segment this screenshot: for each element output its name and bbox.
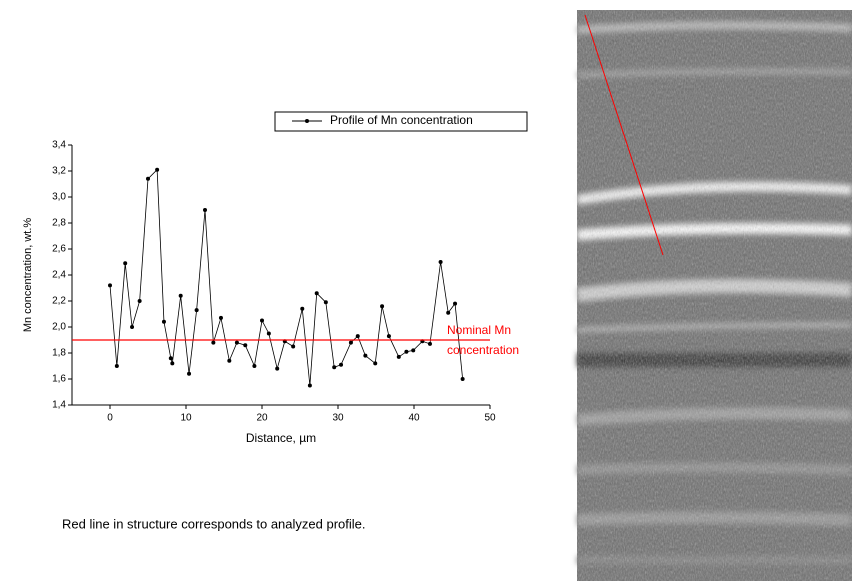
data-point	[386, 334, 391, 339]
data-point	[218, 315, 223, 320]
data-point	[404, 349, 409, 354]
data-point	[396, 354, 401, 359]
data-point	[460, 377, 465, 381]
y-tick-label: 3,4	[52, 140, 66, 151]
data-point	[332, 365, 337, 370]
y-tick-label: 3,0	[52, 192, 66, 203]
data-point	[339, 362, 344, 367]
y-axis-title: Mn concentration, wt.%	[22, 218, 34, 333]
data-point	[168, 356, 173, 361]
y-tick-label: 2,2	[52, 296, 66, 307]
data-point	[227, 358, 232, 363]
y-tick-label: 2,4	[52, 270, 66, 281]
data-point	[194, 308, 199, 313]
data-point	[300, 306, 305, 311]
data-point	[314, 291, 319, 296]
data-point	[363, 353, 368, 358]
data-point	[348, 340, 353, 345]
data-point	[380, 304, 385, 309]
data-point	[187, 371, 192, 376]
reference-label: Nominal Mn	[447, 323, 511, 337]
data-point	[243, 343, 248, 348]
data-point	[427, 341, 432, 346]
data-line	[109, 168, 464, 386]
y-tick-label: 2,6	[52, 244, 66, 255]
data-point	[291, 344, 296, 349]
data-point	[373, 361, 378, 366]
micrograph	[576, 10, 852, 581]
x-tick-label: 0	[107, 413, 113, 424]
data-point	[453, 301, 458, 306]
y-tick-label: 1,6	[52, 374, 66, 385]
x-axis-title: Distance, µm	[246, 431, 316, 445]
y-tick-label: 1,4	[52, 400, 66, 411]
data-point	[411, 348, 416, 353]
data-point	[446, 310, 451, 315]
data-point	[323, 300, 328, 305]
data-point	[438, 260, 443, 264]
data-point	[170, 361, 175, 366]
x-tick-label: 50	[484, 413, 496, 424]
x-tick-label: 10	[180, 413, 192, 424]
data-point	[252, 364, 257, 368]
data-point	[123, 261, 128, 266]
data-point	[146, 176, 150, 181]
data-point	[130, 325, 135, 329]
data-point	[203, 208, 207, 212]
data-point	[108, 283, 112, 288]
data-point	[260, 318, 264, 323]
data-point	[355, 334, 360, 339]
x-tick-label: 40	[408, 413, 420, 424]
x-tick-label: 20	[256, 413, 268, 424]
legend-marker	[305, 119, 309, 123]
data-point	[155, 167, 160, 172]
data-point	[307, 383, 312, 388]
y-tick-label: 2,0	[52, 322, 66, 333]
reference-label: concentration	[447, 343, 519, 357]
data-point	[266, 331, 271, 336]
y-tick-label: 3,2	[52, 166, 66, 177]
caption: Red line in structure corresponds to ana…	[62, 516, 366, 531]
legend-label: Profile of Mn concentration	[330, 113, 473, 127]
y-tick-label: 1,8	[52, 348, 66, 359]
data-point	[275, 366, 280, 371]
y-tick-label: 2,8	[52, 218, 66, 229]
data-point	[178, 293, 183, 298]
data-point	[211, 340, 216, 345]
data-point	[137, 299, 142, 303]
data-point	[161, 319, 166, 324]
legend	[274, 111, 528, 132]
data-point	[114, 364, 119, 368]
x-tick-label: 30	[332, 413, 344, 424]
data-point	[234, 340, 239, 345]
